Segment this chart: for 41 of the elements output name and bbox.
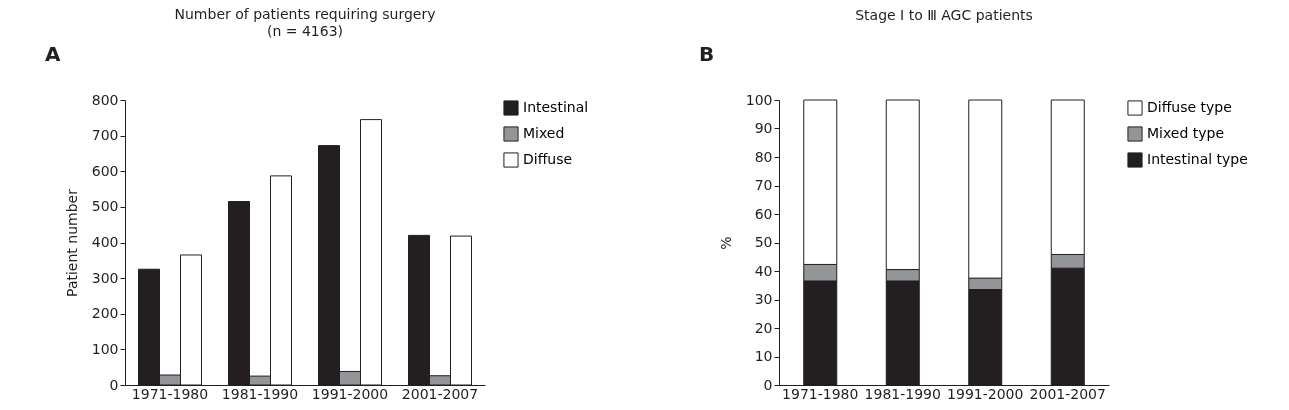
y-tick-label: 30	[754, 291, 773, 307]
legend-label: Diffuse type	[1147, 99, 1232, 115]
x-tick-label: 2001-2007	[1029, 385, 1106, 402]
y-tick-label: 70	[754, 177, 773, 193]
text: B	[699, 42, 715, 66]
y-tick-label: 400	[91, 234, 119, 250]
y-tick-label: 700	[91, 127, 119, 144]
y-tick-label: 800	[91, 91, 119, 108]
legend-label: Intestinal type	[1147, 151, 1248, 167]
text: A	[45, 42, 61, 66]
y-axis-title: %	[717, 236, 734, 250]
y-axis-title: Patient number	[63, 188, 80, 297]
y-tick-label: 50	[754, 234, 773, 250]
x-tick-label: 1991-2000	[311, 385, 389, 402]
x-tick-label: 1981-1990	[221, 385, 299, 402]
x-tick-label: 1971-1980	[131, 385, 209, 402]
y-tick-label: 90	[754, 120, 773, 136]
y-tick-label: 600	[91, 162, 119, 179]
y-tick-label: 10	[754, 348, 773, 364]
y-tick-label: 20	[754, 319, 773, 336]
legend-label: Mixed	[523, 125, 565, 141]
legend-label: Diffuse	[523, 151, 573, 167]
x-tick-label: 1991-2000	[947, 385, 1024, 402]
y-tick-label: 60	[754, 205, 773, 222]
chart-title: Stage Ⅰ to Ⅲ AGC patients	[855, 7, 1033, 23]
y-tick-label: 40	[754, 262, 773, 279]
y-tick-label: 100	[745, 91, 773, 108]
y-tick-label: 80	[754, 148, 773, 165]
legend-label: Mixed type	[1147, 125, 1225, 141]
chart-subtitle: (n = 4163)	[266, 23, 344, 39]
y-tick-label: 0	[763, 376, 773, 393]
y-tick-label: 0	[109, 376, 119, 393]
y-tick-label: 200	[91, 305, 119, 322]
x-tick-label: 1981-1990	[864, 385, 941, 402]
x-tick-label: 1971-1980	[782, 385, 859, 402]
y-tick-label: 100	[91, 340, 119, 357]
chart-title: Number of patients requiring surgery	[174, 6, 436, 22]
y-tick-label: 300	[91, 269, 119, 286]
y-tick-label: 500	[91, 198, 119, 215]
legend-label: Intestinal	[523, 99, 589, 115]
x-tick-label: 2001-2007	[401, 385, 479, 402]
